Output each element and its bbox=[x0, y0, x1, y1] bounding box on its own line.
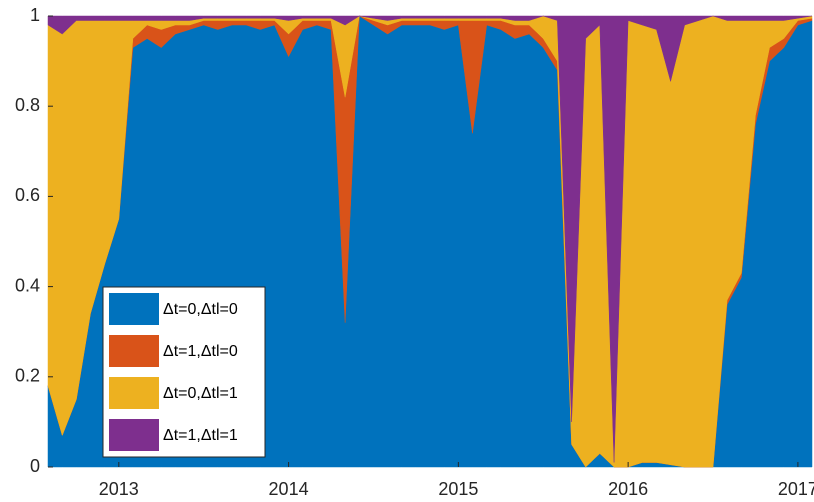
x-tick-label: 2013 bbox=[99, 479, 139, 499]
y-tick-label: 0.6 bbox=[15, 185, 40, 205]
y-tick-label: 0 bbox=[30, 456, 40, 476]
y-tick-label: 0.2 bbox=[15, 366, 40, 386]
legend: Δt=0,Δtl=0 Δt=1,Δtl=0 Δt=0,Δtl=1 Δt=1,Δtl=1 bbox=[102, 286, 266, 458]
x-tick-label: 2015 bbox=[438, 479, 478, 499]
x-tick-label: 2016 bbox=[608, 479, 648, 499]
legend-label: Δt=1,Δtl=0 bbox=[163, 343, 238, 360]
y-tick-label: 0.8 bbox=[15, 95, 40, 115]
legend-swatch bbox=[109, 419, 159, 451]
legend-swatch bbox=[109, 293, 159, 325]
y-tick-label: 0.4 bbox=[15, 275, 40, 295]
legend-swatch bbox=[109, 335, 159, 367]
legend-label: Δt=0,Δtl=0 bbox=[163, 301, 238, 318]
area bbox=[47, 15, 813, 463]
legend-label: Δt=1,Δtl=1 bbox=[163, 427, 238, 444]
y-tick-label: 1 bbox=[30, 5, 40, 25]
x-tick-label: 2014 bbox=[269, 479, 309, 499]
legend-label: Δt=0,Δtl=1 bbox=[163, 385, 238, 402]
legend-swatch bbox=[109, 377, 159, 409]
x-tick-label: 2017 bbox=[778, 479, 814, 499]
